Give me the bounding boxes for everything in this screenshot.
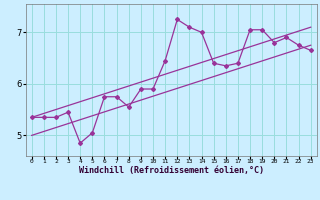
X-axis label: Windchill (Refroidissement éolien,°C): Windchill (Refroidissement éolien,°C) xyxy=(79,166,264,175)
